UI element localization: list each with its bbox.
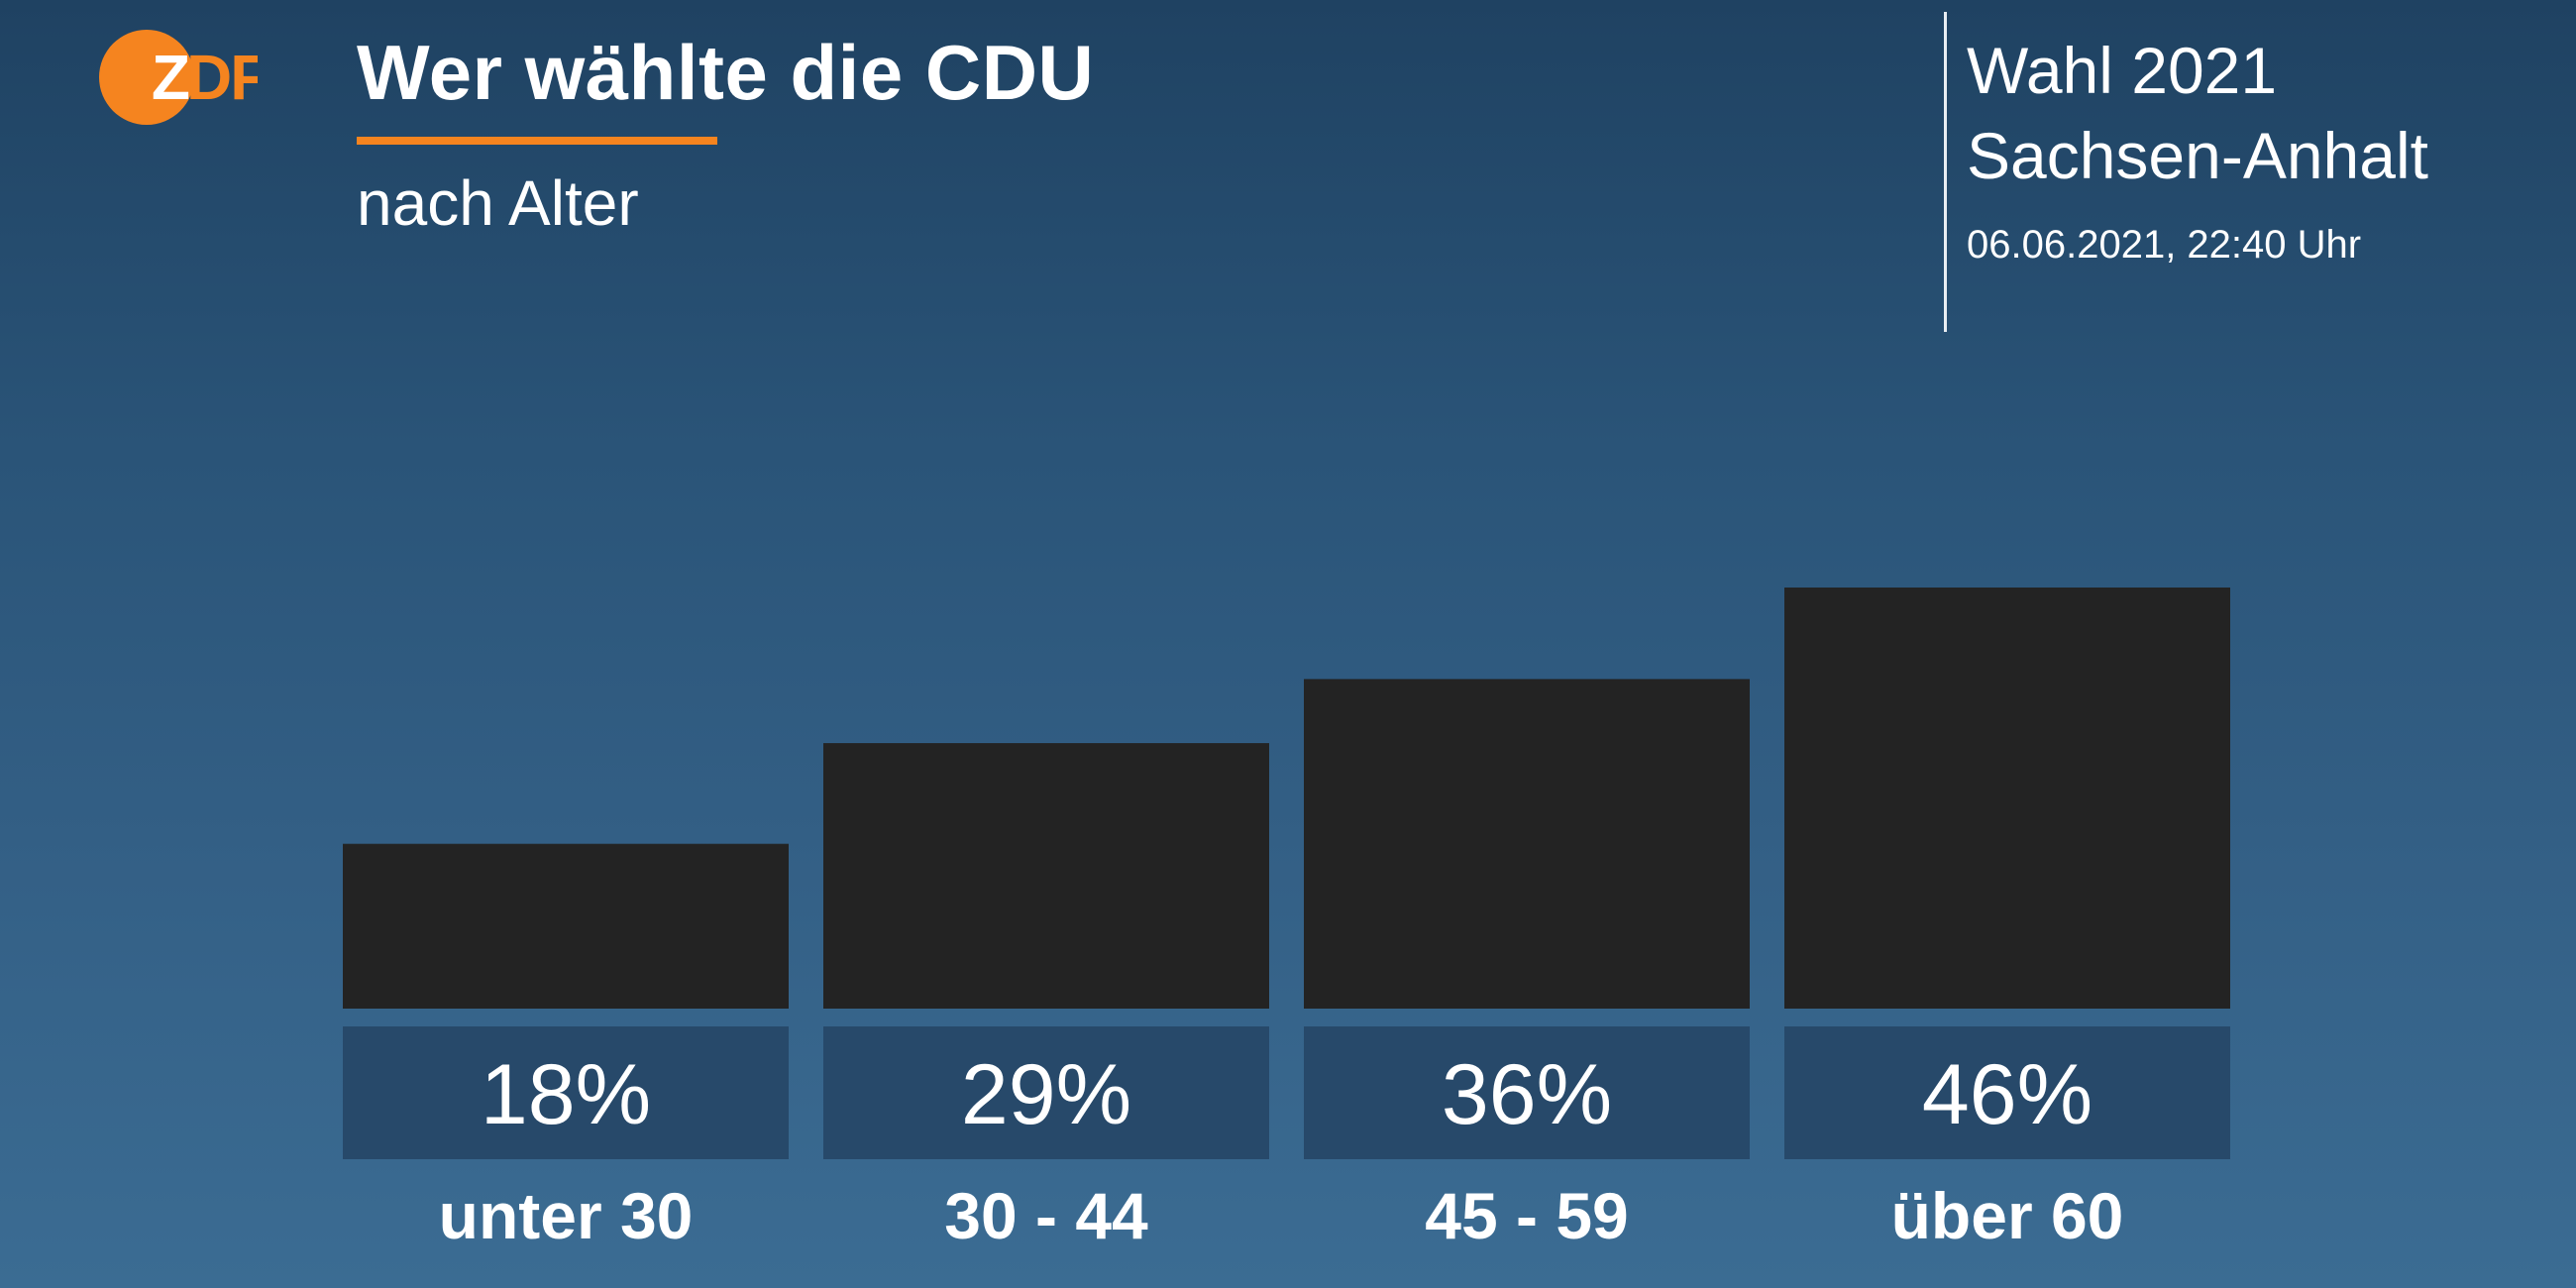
svg-text:DF: DF	[186, 42, 258, 113]
category-label-3: 45 - 59	[1425, 1179, 1628, 1252]
bar-3	[1304, 679, 1750, 1009]
election-region: Sachsen-Anhalt	[1967, 119, 2428, 192]
category-label-1: unter 30	[439, 1179, 694, 1252]
chart-subtitle: nach Alter	[357, 167, 639, 239]
value-label-4: 46%	[1922, 1047, 2093, 1142]
value-label-1: 18%	[481, 1047, 651, 1142]
header-divider	[1944, 12, 1947, 332]
value-label-3: 36%	[1442, 1047, 1612, 1142]
category-label-2: 30 - 44	[944, 1179, 1148, 1252]
bar-2	[823, 743, 1269, 1009]
zdf-logo: Z DF	[99, 30, 258, 125]
election-info: Wahl 2021 Sachsen-Anhalt	[1967, 28, 2428, 198]
value-box-2	[823, 1026, 1269, 1159]
svg-text:Z: Z	[152, 42, 189, 113]
category-label-4: über 60	[1891, 1179, 2124, 1252]
value-box-1	[343, 1026, 789, 1159]
bar-4	[1784, 588, 2230, 1009]
value-label-2: 29%	[961, 1047, 1131, 1142]
value-box-4	[1784, 1026, 2230, 1159]
value-box-3	[1304, 1026, 1750, 1159]
bar-1	[343, 843, 789, 1009]
title-underline	[357, 137, 717, 145]
timestamp: 06.06.2021, 22:40 Uhr	[1967, 223, 2362, 267]
election-year: Wahl 2021	[1967, 34, 2278, 107]
chart-title: Wer wählte die CDU	[357, 29, 1095, 116]
